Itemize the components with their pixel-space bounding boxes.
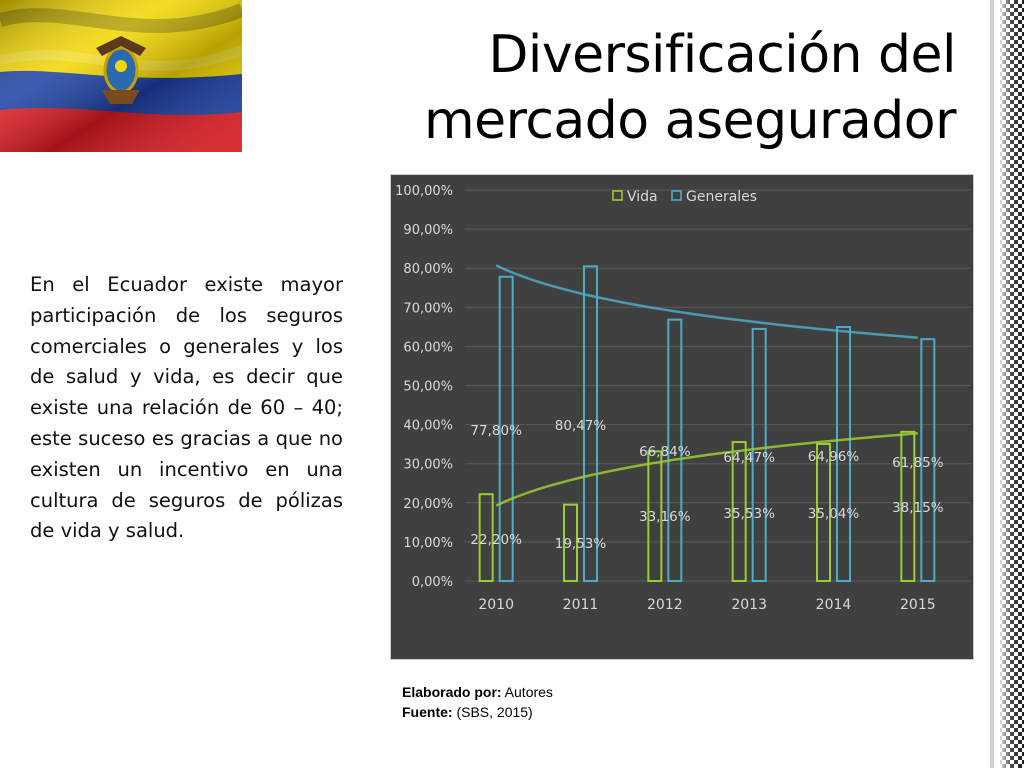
y-tick-label: 20,00% [403, 497, 453, 512]
legend-label-generales: Generales [686, 189, 757, 205]
bar-vida [900, 430, 916, 582]
data-label-vida: 22,20% [470, 532, 522, 548]
data-label-generales: 66,84% [639, 444, 691, 460]
y-tick-label: 60,00% [403, 340, 453, 355]
bar-vida [478, 493, 494, 582]
title-line-2: mercado asegurador [423, 91, 957, 151]
x-tick-label: 2015 [900, 597, 936, 613]
x-tick-label: 2010 [478, 597, 514, 613]
legend-swatch-generales [671, 190, 682, 201]
edge-pattern [990, 0, 1024, 768]
source-line-author: Elaborado por: Autores [402, 682, 553, 702]
bar-vida [563, 503, 578, 582]
data-label-generales: 61,85% [892, 455, 944, 471]
fuente-value: (SBS, 2015) [452, 704, 533, 720]
bar-generales [920, 338, 936, 582]
y-tick-label: 100,00% [395, 184, 453, 199]
bar-chart: 0,00% 10,00% 20,00% 30,00% 40,00% 50,00% 60,00… [390, 174, 974, 660]
chart-source: Elaborado por: Autores Fuente: (SBS, 201… [402, 682, 553, 722]
x-tick-label: 2011 [563, 597, 599, 613]
bar-vida [647, 450, 663, 582]
x-tick-label: 2013 [731, 597, 767, 613]
decorative-right-edge [990, 0, 1024, 768]
data-label-vida: 38,15% [892, 500, 944, 516]
bar-vida [816, 442, 831, 582]
trendline-vida [495, 432, 918, 507]
legend-swatch-vida [612, 190, 623, 201]
source-line-fuente: Fuente: (SBS, 2015) [402, 702, 553, 722]
bar-generales [836, 326, 851, 582]
y-tick-label: 50,00% [403, 380, 453, 395]
data-label-vida: 35,04% [808, 506, 860, 522]
legend-label-vida: Vida [627, 189, 658, 205]
fuente-label: Fuente: [402, 704, 453, 720]
coat-of-arms-icon [96, 36, 146, 104]
y-tick-label: 80,00% [403, 262, 453, 277]
data-label-vida: 33,16% [639, 509, 691, 525]
author-value: Autores [501, 684, 553, 700]
bar-generales [583, 265, 598, 582]
bar-vida [731, 441, 747, 582]
trendline-generales [495, 264, 918, 339]
data-label-generales: 64,96% [808, 449, 860, 465]
data-label-vida: 35,53% [723, 506, 775, 522]
data-label-generales: 64,47% [723, 450, 775, 466]
x-tick-label: 2014 [816, 597, 852, 613]
body-paragraph: En el Ecuador existe mayor participación… [30, 273, 343, 543]
title-line-1: Diversificación del [488, 25, 956, 85]
data-label-generales: 77,80% [470, 423, 522, 439]
bar-generales [498, 275, 514, 582]
y-tick-label: 0,00% [412, 575, 453, 590]
bar-generales [667, 318, 683, 582]
slide-title: Diversificación del mercado asegurador [356, 22, 957, 154]
y-tick-label: 70,00% [403, 301, 453, 316]
ecuador-flag-image [0, 0, 242, 152]
data-label-generales: 80,47% [555, 418, 607, 434]
flag-graphic [0, 0, 242, 152]
author-label: Elaborado por: [402, 684, 502, 700]
y-tick-label: 90,00% [403, 223, 453, 238]
y-tick-label: 40,00% [403, 419, 453, 434]
y-tick-label: 10,00% [403, 536, 453, 551]
bar-generales [751, 327, 767, 582]
bar-chart-svg: 0,00% 10,00% 20,00% 30,00% 40,00% 50,00% 60,00… [395, 184, 971, 613]
data-label-vida: 19,53% [555, 536, 607, 552]
x-tick-label: 2012 [647, 597, 683, 613]
y-tick-label: 30,00% [403, 458, 453, 473]
